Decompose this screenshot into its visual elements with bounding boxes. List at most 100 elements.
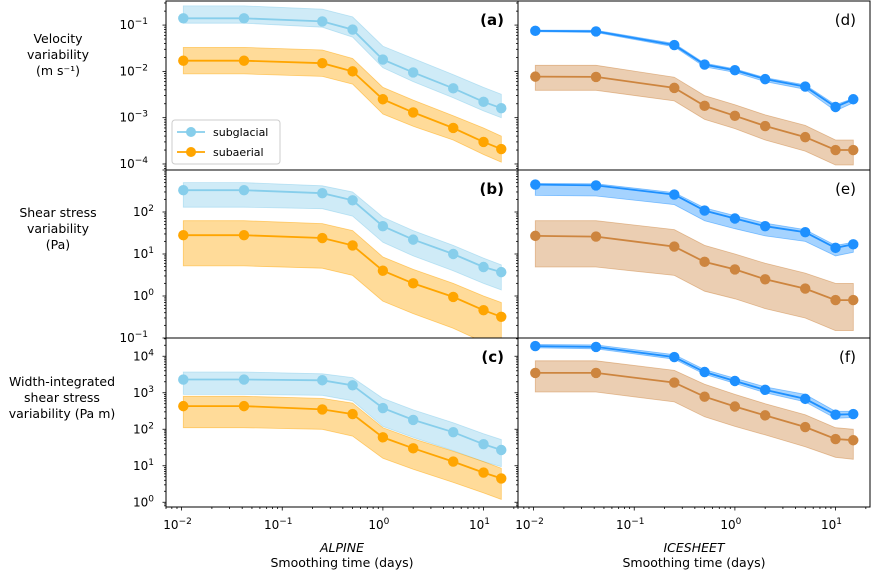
point-subaerial bbox=[699, 256, 710, 268]
point-subaerial bbox=[800, 131, 811, 143]
point-subglacial bbox=[729, 375, 741, 387]
point-subglacial bbox=[238, 185, 250, 196]
point-subglacial bbox=[848, 239, 859, 250]
y-tick-label: 10−2 bbox=[119, 63, 148, 78]
point-subglacial bbox=[238, 13, 250, 24]
y-tick-exponent: 3 bbox=[148, 385, 154, 395]
point-subglacial bbox=[699, 366, 710, 378]
legend-frame bbox=[171, 119, 281, 165]
point-subaerial bbox=[530, 71, 541, 82]
x-tick-label: 101 bbox=[469, 517, 490, 532]
point-subaerial bbox=[800, 283, 811, 294]
y-tick-label: 101 bbox=[133, 246, 154, 261]
row-label-shear-line: (Pa) bbox=[46, 237, 70, 252]
point-subglacial bbox=[478, 96, 489, 108]
row-label-velocity-line: Velocity bbox=[33, 31, 83, 46]
point-subglacial bbox=[590, 26, 602, 37]
x-site-label: ALPINE bbox=[319, 540, 364, 555]
point-subglacial bbox=[496, 444, 507, 456]
x-tick-exponent: −1 bbox=[279, 517, 292, 527]
point-subaerial bbox=[347, 408, 358, 420]
point-subglacial bbox=[407, 234, 419, 245]
x-tick-label: 10−2 bbox=[163, 517, 192, 532]
point-subglacial bbox=[800, 393, 811, 405]
point-subaerial bbox=[848, 435, 859, 446]
point-subglacial bbox=[669, 351, 680, 363]
point-subaerial bbox=[178, 230, 189, 241]
plot-area bbox=[178, 182, 507, 338]
point-subaerial bbox=[729, 401, 741, 412]
point-subaerial bbox=[238, 55, 250, 66]
band-subaerial bbox=[534, 220, 854, 331]
x-tick-label: 100 bbox=[368, 517, 389, 532]
y-tick-exponent: 1 bbox=[148, 458, 154, 468]
y-tick-label: 103 bbox=[133, 385, 154, 400]
point-subaerial bbox=[496, 473, 507, 484]
point-subglacial bbox=[830, 409, 841, 420]
panel-label: (e) bbox=[835, 180, 856, 198]
row-label-shear-line: Shear stress bbox=[19, 205, 96, 220]
x-tick-exponent: 1 bbox=[836, 517, 842, 527]
point-subglacial bbox=[699, 205, 710, 216]
point-subaerial bbox=[590, 71, 602, 83]
plot-area bbox=[530, 179, 859, 331]
point-subglacial bbox=[496, 266, 507, 278]
point-subglacial bbox=[377, 54, 389, 65]
legend-marker-subglacial bbox=[186, 127, 196, 137]
point-subglacial bbox=[347, 24, 358, 35]
point-subglacial bbox=[848, 408, 859, 420]
point-subaerial bbox=[407, 278, 419, 289]
row-label-width-line: shear stress bbox=[24, 390, 100, 405]
legend-label-subglacial: subglacial bbox=[213, 126, 268, 139]
x-tick-label: 100 bbox=[720, 517, 741, 532]
x-tick-exponent: −2 bbox=[531, 517, 544, 527]
point-subglacial bbox=[800, 227, 811, 238]
y-tick-exponent: −3 bbox=[135, 110, 148, 120]
band-subglacial bbox=[182, 182, 502, 291]
point-subglacial bbox=[317, 16, 328, 27]
point-subglacial bbox=[347, 195, 358, 206]
point-subglacial bbox=[448, 83, 459, 94]
point-subglacial bbox=[238, 374, 250, 385]
y-tick-label: 100 bbox=[133, 494, 154, 509]
axes-frame bbox=[517, 337, 871, 508]
point-subaerial bbox=[377, 94, 389, 105]
point-subaerial bbox=[848, 294, 859, 306]
point-subglacial bbox=[729, 213, 741, 224]
point-subaerial bbox=[407, 443, 419, 454]
panel-a: (a) 10−1 10−2 10−3 10−4 bbox=[119, 0, 519, 171]
x-tick-label: 10−2 bbox=[515, 517, 544, 532]
x-tick-exponent: −1 bbox=[631, 517, 644, 527]
point-subaerial bbox=[448, 291, 459, 303]
point-subglacial bbox=[317, 188, 328, 199]
point-subglacial bbox=[478, 261, 489, 273]
y-tick-label: 10−1 bbox=[119, 17, 148, 32]
point-subaerial bbox=[448, 456, 459, 467]
point-subglacial bbox=[496, 103, 507, 114]
point-subglacial bbox=[759, 220, 771, 232]
y-tick-exponent: 0 bbox=[148, 494, 154, 504]
y-tick-exponent: 2 bbox=[148, 204, 154, 214]
point-subaerial bbox=[478, 304, 489, 316]
y-tick-exponent: 4 bbox=[148, 348, 154, 358]
y-tick-exponent: 0 bbox=[148, 288, 154, 298]
y-tick-label: 10−3 bbox=[119, 110, 148, 125]
point-subaerial bbox=[759, 120, 771, 132]
point-subaerial bbox=[317, 232, 328, 244]
y-tick-exponent: 1 bbox=[148, 246, 154, 256]
point-subaerial bbox=[530, 230, 541, 242]
x-tick-label: 10−1 bbox=[616, 517, 645, 532]
point-subglacial bbox=[178, 13, 189, 24]
point-subaerial bbox=[590, 231, 602, 242]
point-subaerial bbox=[590, 367, 602, 379]
band-subaerial bbox=[534, 360, 854, 460]
point-subglacial bbox=[590, 341, 602, 353]
panel-label: (b) bbox=[480, 180, 504, 198]
point-subaerial bbox=[377, 432, 389, 443]
point-subaerial bbox=[238, 400, 250, 412]
y-tick-exponent: 2 bbox=[148, 421, 154, 431]
plot-area bbox=[530, 25, 859, 166]
panel-e: (e) bbox=[514, 169, 871, 339]
y-tick-label: 100 bbox=[133, 288, 154, 303]
